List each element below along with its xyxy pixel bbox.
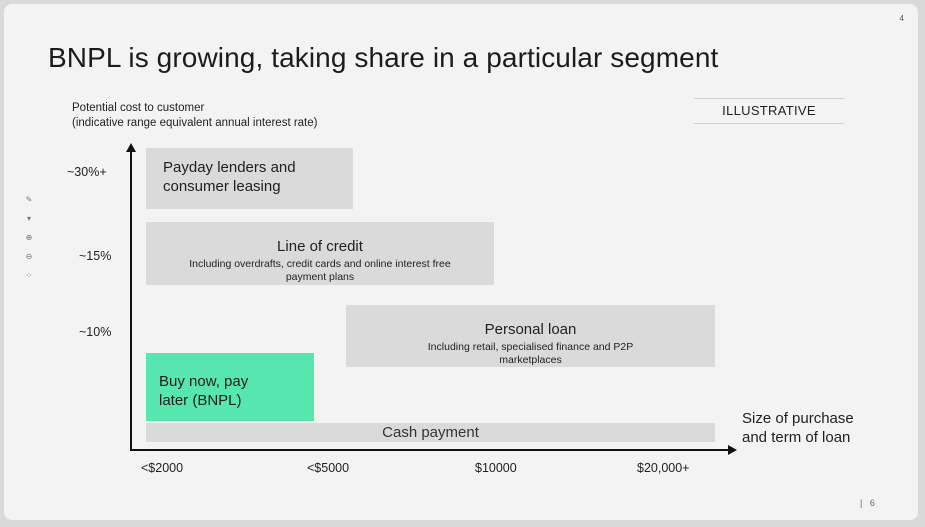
x-tick-2000: <$2000 xyxy=(141,461,184,475)
pen-icon[interactable]: ✎ xyxy=(25,195,33,204)
personal-loan-title: Personal loan xyxy=(484,321,577,338)
line-of-credit-title: Line of credit xyxy=(277,238,363,255)
line-of-credit-sub-line2: payment plans xyxy=(285,271,355,283)
personal-loan-sub-line2: marketplaces xyxy=(499,354,562,366)
segment-cash-payment: Cash payment xyxy=(146,423,715,442)
x-tick-10000: $10000 xyxy=(475,461,517,475)
y-tick-10: ~10% xyxy=(79,325,112,339)
x-tick-20000: $20,000+ xyxy=(637,461,690,475)
y-axis-label-line1: Potential cost to customer xyxy=(72,102,205,114)
segment-payday-lenders: Payday lenders and consumer leasing xyxy=(146,148,353,209)
x-axis-arrow xyxy=(728,445,737,455)
y-axis-label: Potential cost to customer (indicative r… xyxy=(72,101,317,131)
y-axis-label-line2: (indicative range equivalent annual inte… xyxy=(72,117,318,129)
cash-payment-title: Cash payment xyxy=(382,424,479,441)
bnpl-title-line2: later (BNPL) xyxy=(159,392,242,409)
x-axis-label-line2: and term of loan xyxy=(742,429,851,446)
page-number-value: 6 xyxy=(869,498,875,508)
zoom-out-icon[interactable]: ⊖ xyxy=(25,252,33,261)
corner-mark: 4 xyxy=(899,14,904,23)
x-axis-label-line1: Size of purchase xyxy=(742,410,854,427)
line-of-credit-sub-line1: Including overdrafts, credit cards and o… xyxy=(189,258,451,270)
x-axis-line xyxy=(130,449,730,451)
bnpl-title-line1: Buy now, pay xyxy=(159,373,249,390)
y-tick-30: ~30%+ xyxy=(67,165,107,179)
slide-title: BNPL is growing, taking share in a parti… xyxy=(48,42,719,73)
payday-title-line2: consumer leasing xyxy=(163,178,281,195)
page-number: | 6 xyxy=(860,498,875,508)
illustrative-tag: ILLUSTRATIVE xyxy=(694,98,844,124)
personal-loan-sub-line1: Including retail, specialised finance an… xyxy=(427,341,634,353)
side-toolbar: ✎ ▾ ⊕ ⊖ ⁘ xyxy=(23,195,35,290)
segment-personal-loan: Personal loan Including retail, speciali… xyxy=(346,305,715,367)
y-tick-15: ~15% xyxy=(79,249,112,263)
grid-icon[interactable]: ⁘ xyxy=(25,271,33,280)
x-axis-label: Size of purchase and term of loan xyxy=(742,409,854,447)
page-separator: | xyxy=(860,498,863,508)
y-axis-arrow xyxy=(126,143,136,152)
y-axis-line xyxy=(130,149,132,451)
segment-bnpl: Buy now, pay later (BNPL) xyxy=(146,353,314,421)
zoom-in-icon[interactable]: ⊕ xyxy=(25,233,33,242)
x-tick-5000: <$5000 xyxy=(307,461,350,475)
highlighter-icon[interactable]: ▾ xyxy=(26,214,31,223)
segment-line-of-credit: Line of credit Including overdrafts, cre… xyxy=(146,222,494,285)
payday-title-line1: Payday lenders and xyxy=(163,159,296,176)
slide: 4 BNPL is growing, taking share in a par… xyxy=(4,4,918,520)
